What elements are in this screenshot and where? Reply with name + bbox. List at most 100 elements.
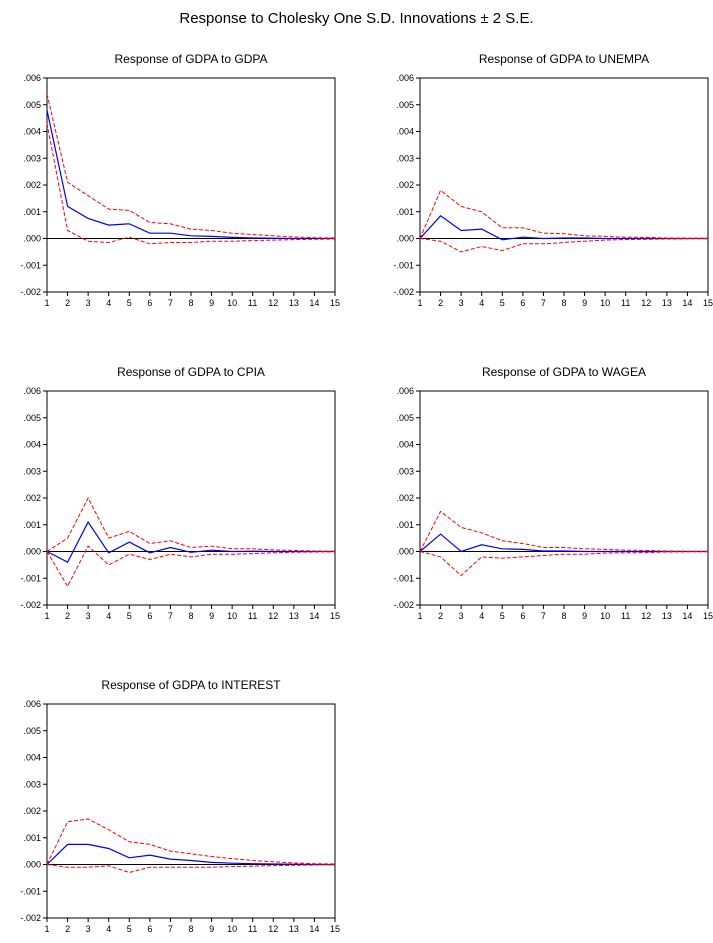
upper-band-line [46, 496, 336, 552]
plot-frame [46, 390, 336, 606]
y-tick-label: -.001 [20, 886, 41, 896]
y-tick-label: .003 [396, 153, 414, 163]
x-tick-label: 10 [600, 611, 610, 621]
y-tick-label: .001 [23, 833, 41, 843]
x-tick-label: 15 [703, 298, 713, 308]
y-tick-label: .005 [396, 100, 414, 110]
x-tick-label: 11 [248, 924, 257, 934]
plot-frame [46, 77, 336, 293]
y-tick-label: -.001 [20, 573, 41, 583]
x-tick-label: 3 [86, 924, 91, 934]
x-tick-label: 2 [438, 611, 443, 621]
x-tick-label: 7 [168, 924, 173, 934]
irf-panel-2: Response of GDPA to UNEMPA .006 .005 .004 .0… [393, 52, 713, 308]
x-tick-label: 4 [479, 298, 484, 308]
x-tick-label: 8 [188, 298, 193, 308]
lower-band-line [46, 545, 336, 588]
x-tick-label: 12 [268, 611, 278, 621]
irf-panel-3: Response of GDPA to CPIA .006 .005 .004 .003… [20, 365, 340, 621]
upper-band-line [419, 189, 708, 239]
y-tick-label: .000 [23, 860, 41, 870]
y-tick-label: .001 [396, 207, 414, 217]
y-tick-label: .002 [396, 493, 414, 503]
lower-band-line [419, 551, 708, 577]
y-tick-label: .006 [23, 73, 41, 83]
x-tick-label: 15 [330, 924, 340, 934]
response-line [46, 520, 335, 564]
y-tick-label: .003 [23, 779, 41, 789]
x-tick-label: 14 [682, 298, 692, 308]
x-tick-label: 8 [188, 924, 193, 934]
y-tick-label: .006 [23, 386, 41, 396]
y-tick-label: .004 [396, 440, 414, 450]
y-tick-label: .003 [23, 466, 41, 476]
plot-frame [419, 390, 709, 606]
x-tick-label: 3 [459, 611, 464, 621]
x-tick-label: 12 [268, 298, 278, 308]
lower-band-line [419, 238, 708, 253]
y-tick-label: .006 [23, 699, 41, 709]
irf-panel-5: Response of GDPA to INTEREST .006 .005 .004… [20, 678, 340, 934]
x-tick-label: 3 [86, 611, 91, 621]
x-tick-label: 3 [459, 298, 464, 308]
x-tick-label: 7 [541, 611, 546, 621]
x-tick-label: 9 [582, 298, 587, 308]
x-tick-label: 10 [227, 298, 237, 308]
x-tick-label: 14 [682, 611, 692, 621]
x-tick-label: 2 [65, 924, 70, 934]
x-tick-label: 11 [248, 611, 257, 621]
y-tick-label: .005 [396, 413, 414, 423]
y-tick-label: .002 [23, 493, 41, 503]
x-tick-label: 15 [330, 298, 340, 308]
x-tick-label: 10 [227, 924, 237, 934]
x-tick-label: 7 [541, 298, 546, 308]
x-tick-label: 11 [621, 611, 630, 621]
x-tick-label: 1 [417, 611, 422, 621]
x-tick-label: 2 [65, 298, 70, 308]
x-tick-label: 6 [147, 298, 152, 308]
y-tick-label: .001 [23, 520, 41, 530]
lower-band-line [46, 864, 336, 874]
x-tick-label: 8 [561, 611, 566, 621]
x-tick-label: 1 [44, 298, 49, 308]
y-tick-label: .000 [396, 234, 414, 244]
lower-band-line [46, 123, 336, 245]
x-tick-label: 9 [582, 611, 587, 621]
x-tick-label: 2 [65, 611, 70, 621]
y-tick-label: .003 [23, 153, 41, 163]
x-tick-label: 4 [106, 924, 111, 934]
panel-title: Response of GDPA to UNEMPA [479, 52, 649, 66]
y-tick-label: .004 [23, 753, 41, 763]
x-tick-label: 9 [209, 611, 214, 621]
x-tick-label: 8 [561, 298, 566, 308]
y-tick-label: -.001 [393, 260, 414, 270]
x-tick-label: 6 [520, 611, 525, 621]
y-tick-label: -.002 [393, 600, 414, 610]
y-tick-label: .001 [396, 520, 414, 530]
response-line [419, 533, 708, 553]
y-tick-label: -.001 [393, 573, 414, 583]
y-tick-label: .004 [396, 127, 414, 137]
plot-frame [419, 77, 709, 293]
x-tick-label: 4 [106, 298, 111, 308]
x-tick-label: 13 [289, 924, 299, 934]
x-tick-label: 5 [500, 611, 505, 621]
x-tick-label: 1 [44, 924, 49, 934]
x-tick-label: 2 [438, 298, 443, 308]
x-tick-label: 4 [479, 611, 484, 621]
x-tick-label: 13 [289, 611, 299, 621]
x-tick-label: 14 [309, 298, 319, 308]
plot-frame [46, 703, 336, 919]
panel-title: Response of GDPA to CPIA [117, 365, 265, 379]
x-tick-label: 12 [641, 298, 651, 308]
x-tick-label: 5 [500, 298, 505, 308]
y-tick-label: .002 [23, 806, 41, 816]
panel-title: Response of GDPA to WAGEA [482, 365, 646, 379]
y-tick-label: -.002 [20, 600, 41, 610]
y-tick-label: .001 [23, 207, 41, 217]
y-tick-label: -.002 [20, 287, 41, 297]
y-tick-label: -.001 [20, 260, 41, 270]
x-tick-label: 14 [309, 611, 319, 621]
upper-band-line [46, 818, 336, 865]
response-line [46, 109, 335, 240]
